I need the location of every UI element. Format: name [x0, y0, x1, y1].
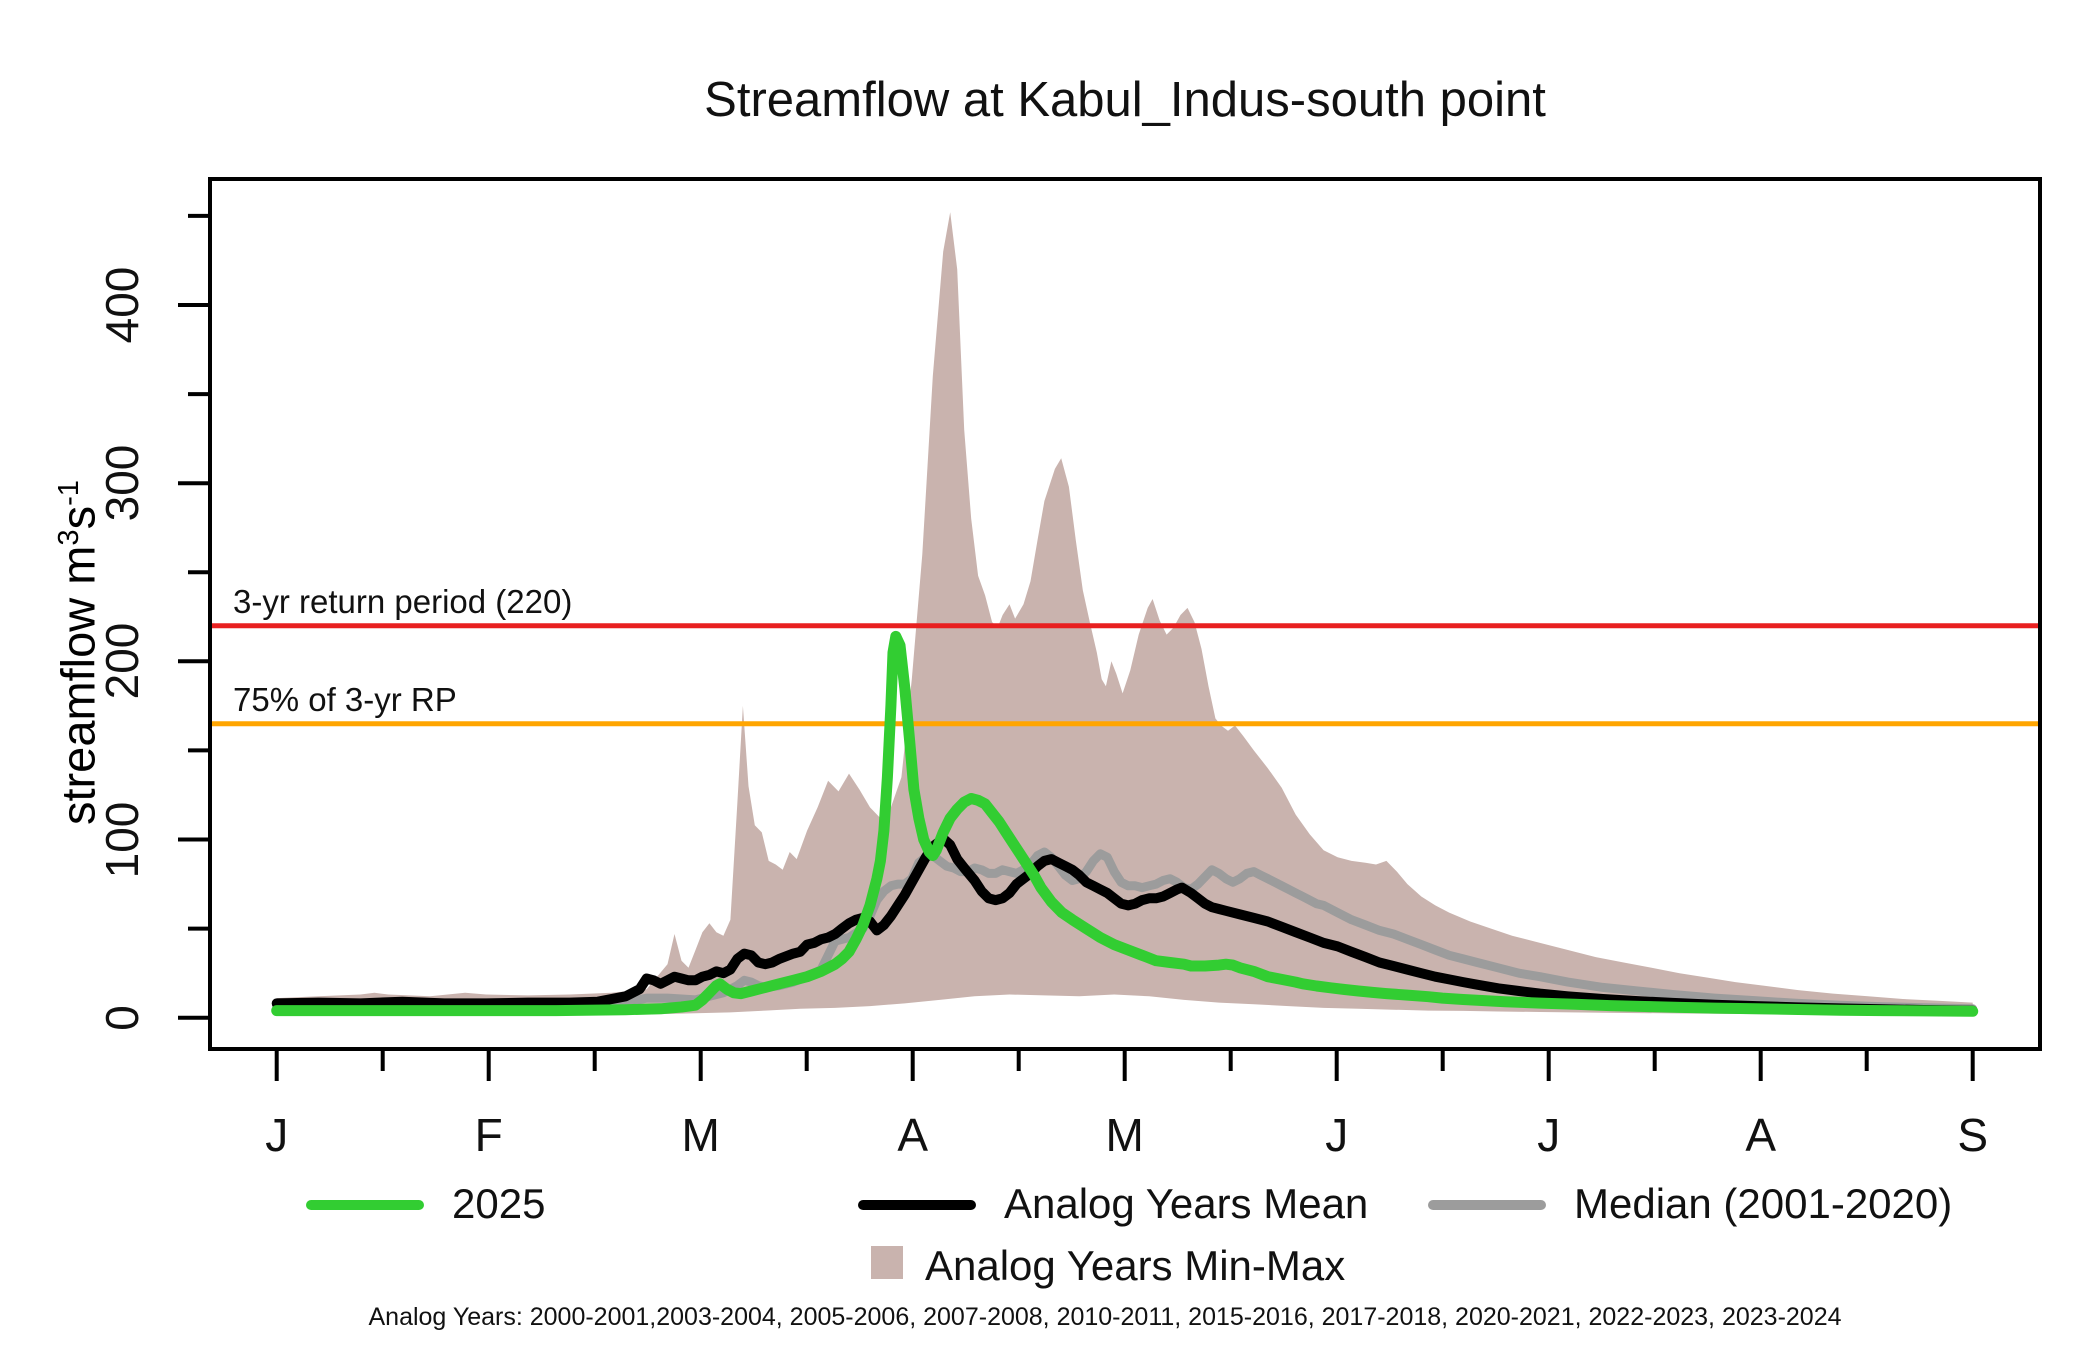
y-tick-label: 200 — [96, 622, 148, 700]
legend-swatch-analog-mean — [858, 1200, 976, 1210]
threshold-label-75pct-rp: 75% of 3-yr RP — [233, 681, 457, 718]
threshold-label-3yr-return-period: 3-yr return period (220) — [233, 583, 573, 620]
y-tick-label: 300 — [96, 444, 148, 522]
minmax-band-area — [276, 212, 1973, 1016]
y-tick-label: 0 — [96, 1004, 148, 1031]
x-tick-label-month: J — [265, 1109, 289, 1161]
series-line-analog-years-mean — [271, 833, 1978, 1016]
legend-label-minmax-band: Analog Years Min-Max — [925, 1242, 1346, 1289]
legend-label-2025: 2025 — [452, 1180, 546, 1227]
y-tick-label: 400 — [96, 266, 148, 344]
chart-title: Streamflow at Kabul_Indus-south point — [704, 73, 1546, 127]
x-tick-label-month: F — [474, 1109, 503, 1161]
analog-years-footnote: Analog Years: 2000-2001,2003-2004, 2005-… — [368, 1303, 1842, 1331]
x-tick-label-month: A — [897, 1109, 929, 1161]
legend-label-median: Median (2001-2020) — [1574, 1180, 1953, 1227]
legend-swatch-minmax-band — [871, 1246, 903, 1279]
x-tick-label-month: J — [1325, 1109, 1349, 1161]
y-tick-label: 100 — [96, 801, 148, 878]
legend-swatch-median — [1428, 1200, 1546, 1210]
legend-label-analog-mean: Analog Years Mean — [1004, 1180, 1369, 1227]
x-tick-label-month: S — [1957, 1109, 1989, 1161]
series-line-2025 — [271, 630, 1979, 1017]
x-tick-label-month: A — [1745, 1109, 1777, 1161]
legend-swatch-2025 — [306, 1200, 424, 1210]
x-tick-label-month: J — [1537, 1109, 1561, 1161]
x-tick-label-month: M — [681, 1109, 720, 1161]
x-tick-label-month: M — [1105, 1109, 1144, 1161]
